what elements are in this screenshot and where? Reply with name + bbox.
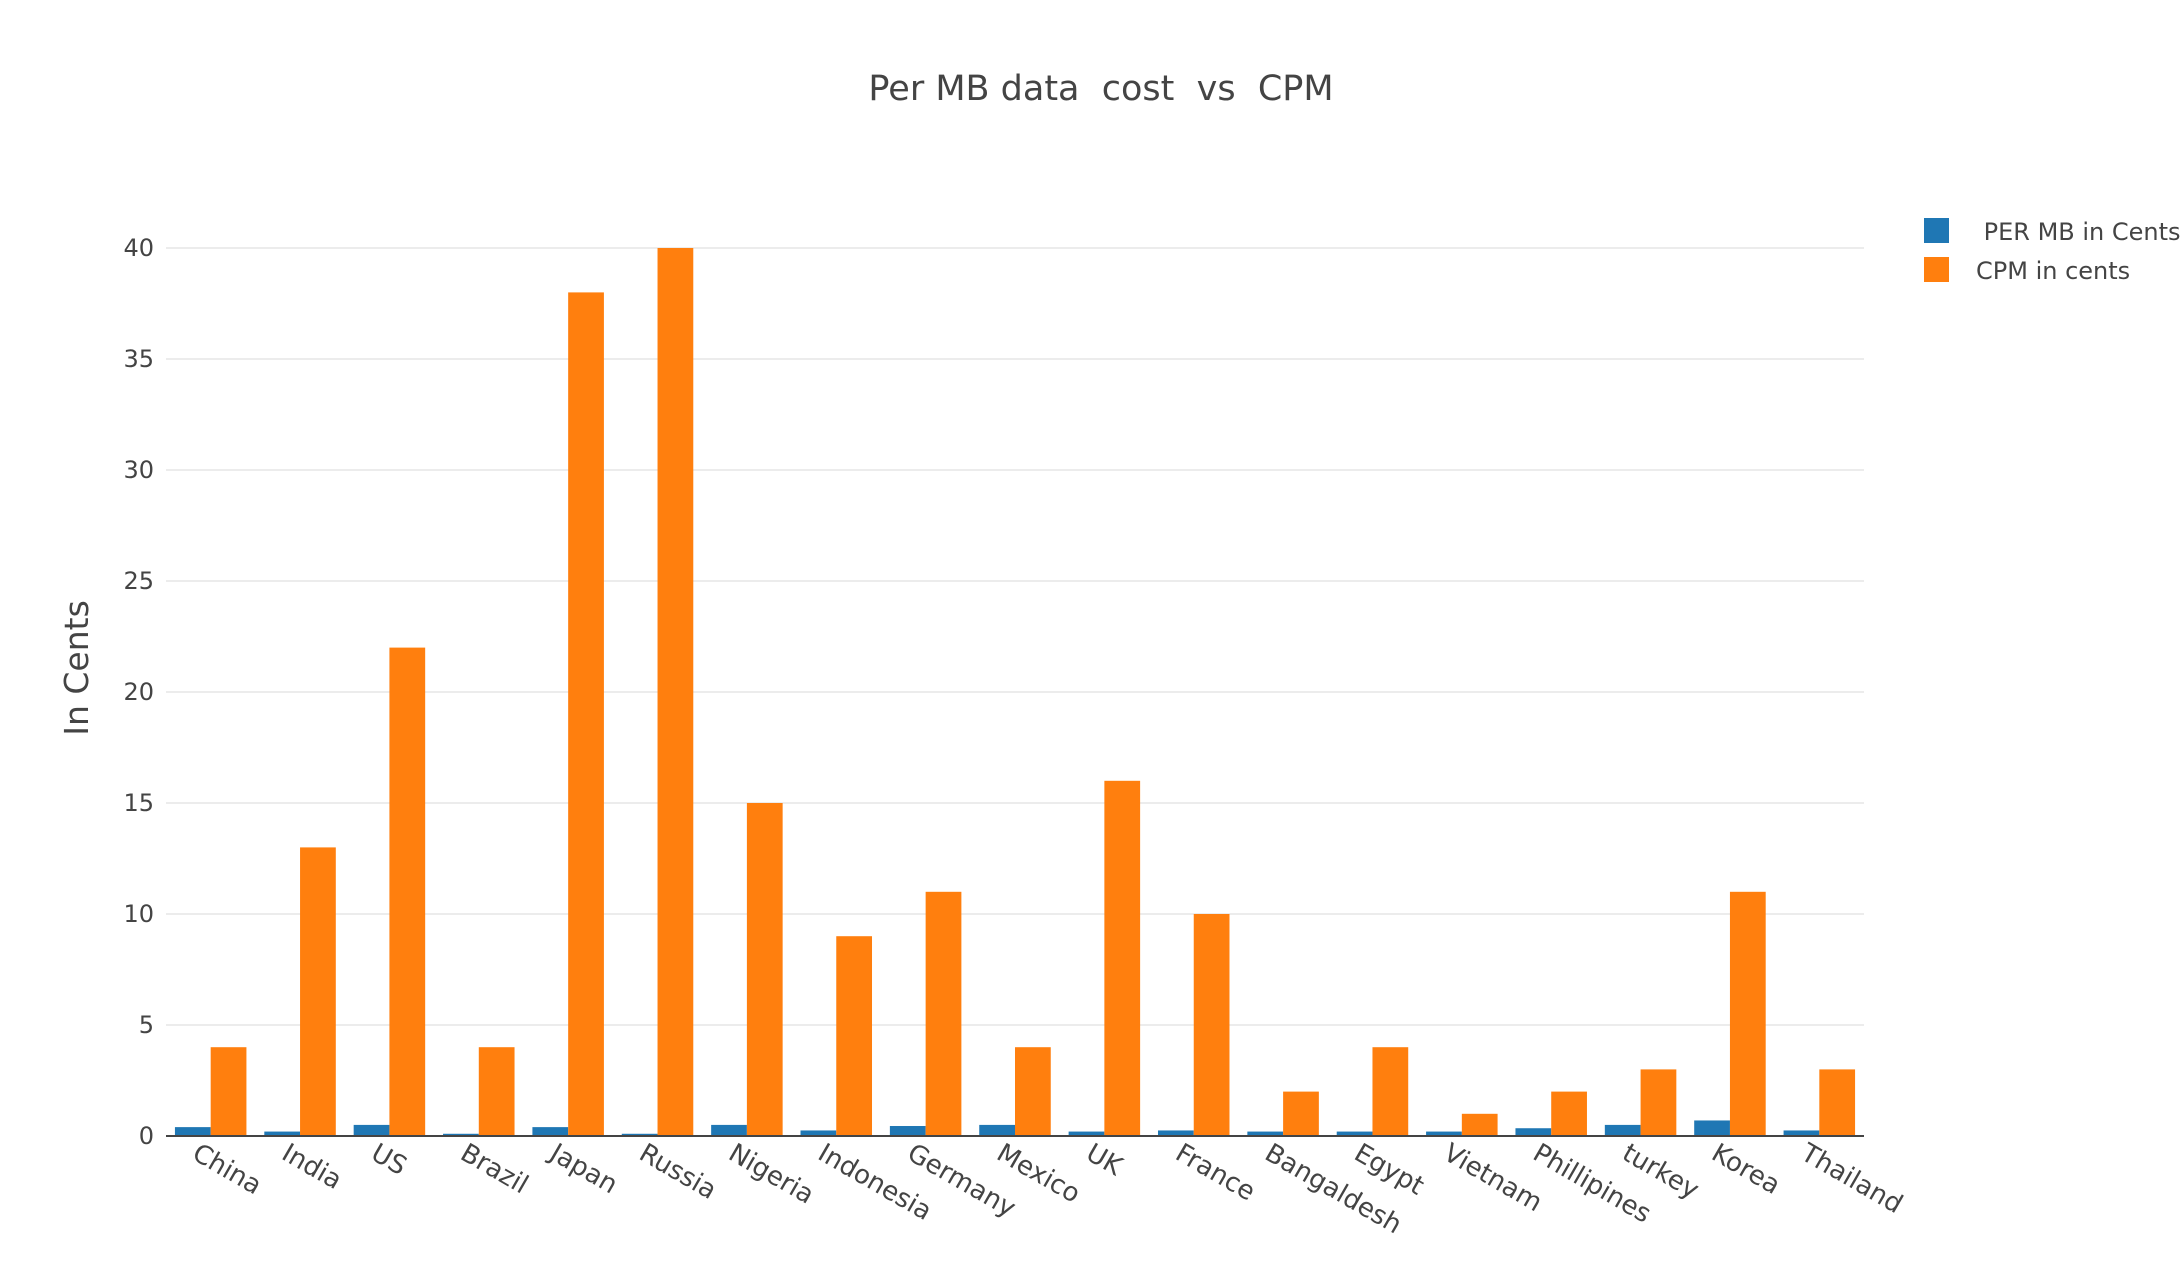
bar-cpm-in-cents-india[interactable] [300, 847, 336, 1136]
legend-label-per-mb[interactable]: PER MB in Cents [1976, 218, 2180, 246]
x-tick-label-china: China [187, 1138, 266, 1201]
y-tick-label-0: 0 [139, 1122, 154, 1150]
bar-per-mb-in-cents-thailand[interactable] [1783, 1130, 1820, 1136]
bar-per-mb-in-cents-mexico[interactable] [979, 1124, 1015, 1136]
bar-cpm-in-cents-korea[interactable] [1729, 891, 1766, 1136]
x-tick-label-russia: Russia [634, 1138, 721, 1206]
y-tick-label-40: 40 [123, 234, 154, 262]
x-tick-label-us: US [366, 1138, 412, 1182]
bar-cpm-in-cents-us[interactable] [389, 647, 426, 1136]
bar-cpm-in-cents-mexico[interactable] [1015, 1047, 1051, 1136]
y-tick-label-15: 15 [123, 789, 154, 817]
bar-per-mb-in-cents-china[interactable] [174, 1127, 211, 1136]
bar-cpm-in-cents-turkey[interactable] [1640, 1069, 1677, 1136]
bar-per-mb-in-cents-egypt[interactable] [1336, 1131, 1373, 1136]
bar-per-mb-in-cents-uk[interactable] [1068, 1131, 1105, 1136]
y-axis-title: In Cents [57, 600, 96, 736]
bar-cpm-in-cents-nigeria[interactable] [746, 803, 783, 1136]
y-tick-label-25: 25 [123, 567, 154, 595]
bar-per-mb-in-cents-nigeria[interactable] [711, 1124, 747, 1136]
legend-swatch-cpm[interactable] [1924, 257, 1949, 282]
bar-per-mb-in-cents-brazil[interactable] [443, 1133, 479, 1136]
bar-cpm-in-cents-brazil[interactable] [478, 1047, 515, 1136]
chart-title: Per MB data cost vs CPM [868, 69, 1333, 109]
bar-per-mb-in-cents-us[interactable] [353, 1124, 390, 1136]
bar-cpm-in-cents-france[interactable] [1193, 914, 1230, 1136]
bar-cpm-in-cents-germany[interactable] [925, 891, 962, 1136]
bar-cpm-in-cents-china[interactable] [210, 1047, 247, 1136]
bar-per-mb-in-cents-france[interactable] [1157, 1130, 1194, 1136]
legend-label-cpm[interactable]: CPM in cents [1976, 257, 2130, 285]
bar-cpm-in-cents-bangaldesh[interactable] [1283, 1091, 1319, 1136]
x-tick-label-brazil: Brazil [455, 1138, 533, 1200]
x-tick-label-korea: Korea [1706, 1138, 1785, 1201]
x-tick-label-nigeria: Nigeria [723, 1138, 819, 1210]
bar-per-mb-in-cents-korea[interactable] [1694, 1120, 1730, 1136]
bar-per-mb-in-cents-india[interactable] [264, 1131, 301, 1136]
x-tick-label-france: France [1170, 1138, 1260, 1207]
bar-cpm-in-cents-indonesia[interactable] [836, 936, 873, 1136]
gridlines [166, 247, 1864, 1026]
bar-cpm-in-cents-russia[interactable] [657, 248, 694, 1136]
y-tick-label-30: 30 [123, 456, 154, 484]
bar-per-mb-in-cents-vietnam[interactable] [1426, 1131, 1462, 1136]
bar-cpm-in-cents-phillipines[interactable] [1551, 1091, 1587, 1136]
y-tick-label-10: 10 [123, 900, 154, 928]
y-tick-label-35: 35 [123, 345, 154, 373]
x-tick-label-india: India [277, 1138, 347, 1196]
bar-per-mb-in-cents-bangaldesh[interactable] [1247, 1131, 1284, 1136]
y-tick-label-20: 20 [123, 678, 154, 706]
bar-per-mb-in-cents-turkey[interactable] [1604, 1124, 1641, 1136]
bar-cpm-in-cents-egypt[interactable] [1372, 1047, 1409, 1136]
bar-per-mb-in-cents-russia[interactable] [621, 1133, 658, 1136]
y-tick-label-5: 5 [139, 1011, 154, 1039]
bar-per-mb-in-cents-germany[interactable] [889, 1126, 926, 1136]
x-tick-label-japan: Japan [543, 1137, 623, 1200]
bar-per-mb-in-cents-indonesia[interactable] [800, 1130, 837, 1136]
bar-cpm-in-cents-uk[interactable] [1104, 780, 1141, 1136]
x-axis-ticks: China India US Brazil Japan Russia NigeriaIndo… [187, 1137, 1907, 1240]
x-tick-label-thailand: Thailand [1795, 1138, 1908, 1220]
y-axis-ticks: 0 5 10 15 20 25 30 35 40 [123, 234, 154, 1150]
bar-per-mb-in-cents-phillipines[interactable] [1515, 1128, 1552, 1136]
legend[interactable]: PER MB in Cents CPM in cents [1924, 218, 2180, 285]
bar-cpm-in-cents-japan[interactable] [568, 292, 604, 1136]
bar-per-mb-in-cents-japan[interactable] [532, 1127, 569, 1136]
legend-swatch-per-mb[interactable] [1924, 218, 1949, 243]
bar-cpm-in-cents-vietnam[interactable] [1461, 1113, 1498, 1136]
bars [174, 248, 1856, 1136]
x-tick-label-uk: UK [1081, 1138, 1128, 1182]
x-tick-label-vietnam: Vietnam [1438, 1138, 1547, 1218]
bar-cpm-in-cents-thailand[interactable] [1819, 1069, 1856, 1136]
